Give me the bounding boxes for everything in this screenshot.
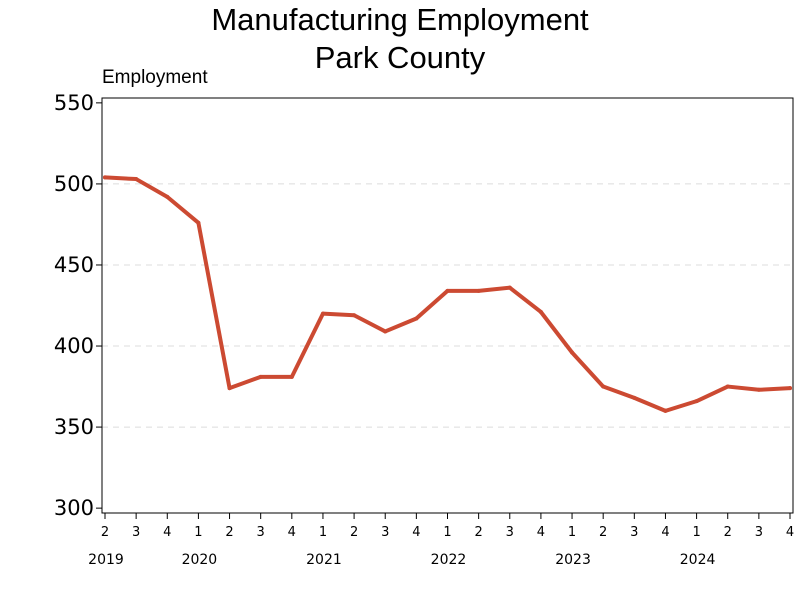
x-tick-label-quarter: 3: [381, 525, 389, 540]
x-tick-label-quarter: 4: [288, 525, 296, 540]
x-tick-label-quarter: 2: [599, 525, 607, 540]
x-tick-label-quarter: 2: [474, 525, 482, 540]
grid-lines: [102, 183, 793, 428]
x-year-label-2020: 2020: [182, 552, 218, 568]
data-point: [103, 175, 107, 180]
data-point: [601, 384, 606, 389]
y-tick-label-550: 550: [54, 91, 94, 115]
data-point: [694, 399, 699, 404]
x-year-label-2024: 2024: [680, 552, 716, 568]
chart-title-line-1: Manufacturing Employment: [211, 2, 589, 37]
x-tick-label-quarter: 4: [786, 525, 794, 540]
data-point: [725, 384, 730, 389]
data-point: [320, 311, 325, 316]
data-point: [227, 386, 232, 391]
data-point: [445, 288, 450, 293]
x-tick-label-quarter: 4: [163, 525, 171, 540]
x-tick-label-quarter: 1: [194, 525, 202, 540]
data-point: [196, 220, 201, 225]
x-tick-label-quarter: 2: [101, 525, 109, 540]
x-tick-label-quarter: 4: [661, 525, 669, 540]
data-point: [632, 395, 637, 400]
x-tick-label-quarter: 2: [724, 525, 732, 540]
x-tick-label-quarter: 3: [630, 525, 638, 540]
chart-title-line-2: Park County: [314, 40, 486, 75]
x-tick-label-quarter: 1: [692, 525, 700, 540]
y-axis-label: Employment: [102, 67, 208, 88]
y-tick-label-400: 400: [54, 334, 94, 358]
data-point: [756, 387, 761, 392]
x-year-label-2019: 2019: [88, 552, 124, 568]
data-point: [352, 313, 357, 318]
data-point: [663, 408, 668, 413]
x-year-label-2022: 2022: [431, 552, 467, 568]
x-tick-label-quarter: 3: [257, 525, 265, 540]
data-point: [507, 285, 512, 290]
x-year-label-2023: 2023: [555, 552, 591, 568]
data-point: [476, 288, 481, 293]
data-point: [383, 329, 388, 334]
y-tick-label-350: 350: [54, 415, 94, 439]
data-point: [258, 374, 263, 379]
x-tick-label-quarter: 3: [506, 525, 514, 540]
data-point: [414, 316, 419, 321]
data-point: [570, 350, 575, 355]
x-tick-label-quarter: 3: [755, 525, 763, 540]
x-tick-label-quarter: 1: [568, 525, 576, 540]
data-point: [538, 309, 543, 314]
x-tick-label-quarter: 4: [412, 525, 420, 540]
plot-frame: [101, 97, 794, 514]
x-tick-label-quarter: 2: [225, 525, 233, 540]
x-tick-label-quarter: 2: [350, 525, 358, 540]
data-point: [289, 374, 294, 379]
x-axis: 2 3 4 1 2 3 4 1 2 3 4 1 2 3 4 1 2 3 4 1 2 3 4 2019 2020 2021 2022 2…: [88, 513, 794, 568]
x-year-label-2021: 2021: [306, 552, 342, 568]
y-tick-label-450: 450: [54, 253, 94, 277]
series-line: [103, 175, 792, 413]
y-tick-label-300: 300: [54, 496, 94, 520]
y-axis: 300 350 400 450 500 550: [54, 91, 102, 520]
x-tick-label-quarter: 1: [443, 525, 451, 540]
data-point: [788, 386, 792, 391]
series-group: [103, 175, 792, 413]
x-tick-label-quarter: 4: [537, 525, 545, 540]
y-tick-label-500: 500: [54, 172, 94, 196]
x-tick-label-quarter: 1: [319, 525, 327, 540]
x-tick-label-quarter: 3: [132, 525, 140, 540]
data-point: [165, 194, 170, 199]
data-point: [134, 177, 139, 182]
